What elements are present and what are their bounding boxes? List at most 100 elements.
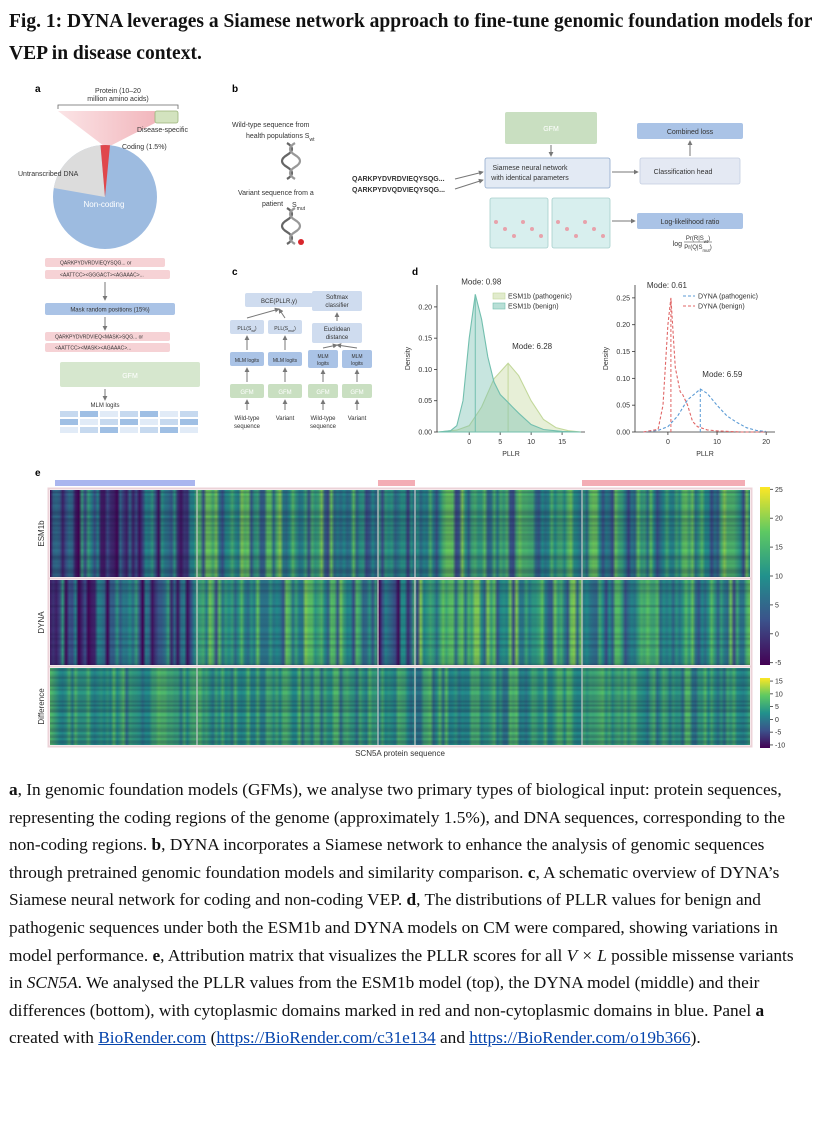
label: 0.10 bbox=[616, 376, 630, 383]
label: Smut bbox=[292, 202, 306, 212]
text-part: Non-coding bbox=[84, 200, 125, 209]
label: 0.05 bbox=[418, 398, 432, 405]
gfm-box bbox=[268, 384, 302, 398]
label: Pr(R|Swt) bbox=[686, 236, 710, 244]
text-part: 0.00 bbox=[616, 430, 630, 437]
head-box bbox=[639, 157, 741, 185]
density-curve bbox=[643, 297, 767, 433]
caption-text: ( bbox=[206, 1028, 217, 1048]
logit-cell bbox=[120, 419, 138, 425]
gfm-box bbox=[230, 384, 264, 398]
caption: a , In genomic foundation models (GFMs), … bbox=[9, 776, 809, 1052]
text-part: 0 bbox=[775, 717, 779, 724]
density-curve bbox=[643, 388, 767, 433]
label: 0 bbox=[666, 439, 670, 446]
text-part: log bbox=[673, 241, 682, 248]
text-part: Disease-specific bbox=[137, 127, 188, 134]
gfm-box bbox=[505, 112, 597, 144]
text-part: -10 bbox=[775, 742, 785, 749]
label: Softmax bbox=[326, 295, 348, 301]
text-part: mut bbox=[703, 248, 711, 253]
dna-icon bbox=[288, 207, 302, 245]
text-part: Variant bbox=[348, 416, 367, 422]
arrow bbox=[454, 170, 484, 180]
euclid-box bbox=[312, 323, 362, 343]
text-part: ) bbox=[710, 245, 712, 251]
arrow bbox=[322, 343, 338, 349]
colorbar bbox=[760, 487, 770, 665]
text-part: Untranscribed DNA bbox=[18, 171, 79, 178]
text-part: ) bbox=[708, 236, 710, 242]
label: with identical parameters bbox=[490, 175, 569, 182]
label: 0.05 bbox=[616, 403, 630, 410]
bracket bbox=[57, 104, 179, 109]
logit-cell bbox=[160, 411, 178, 417]
dot bbox=[521, 220, 525, 224]
text-part: Mode: 0.98 bbox=[461, 277, 502, 286]
text-part: Log-likelihood ratio bbox=[661, 219, 720, 226]
logit-box bbox=[342, 350, 372, 368]
text-part: Mode: 6.59 bbox=[702, 370, 743, 379]
heatmap-shade bbox=[50, 668, 750, 745]
label: 0.20 bbox=[616, 322, 630, 329]
caption-text: , Attribution matrix that visualizes the… bbox=[160, 945, 567, 965]
text-part: PLL(S bbox=[274, 326, 289, 332]
dot bbox=[583, 220, 587, 224]
label: Classification head bbox=[654, 169, 713, 176]
text-part: c bbox=[232, 267, 238, 278]
sequence-image bbox=[551, 197, 611, 249]
gfm-box bbox=[60, 362, 200, 387]
label: patient bbox=[262, 201, 283, 208]
caption-text: a bbox=[755, 1000, 765, 1020]
text-part: Density bbox=[603, 346, 610, 370]
text-part: 15 bbox=[775, 679, 783, 686]
heatmap-shade bbox=[50, 580, 750, 665]
text-part: d bbox=[412, 267, 418, 278]
domain-bar bbox=[55, 480, 195, 486]
caption-text: , DYNA incorporates a Siamese network to… bbox=[9, 835, 765, 882]
label: DYNA (benign) bbox=[698, 304, 745, 311]
text-part: e bbox=[35, 468, 41, 479]
text-part: MLM logits bbox=[90, 403, 119, 409]
gfm-box bbox=[342, 384, 372, 398]
link[interactable]: https://BioRender.com/o19b366 bbox=[469, 1028, 691, 1048]
text-part: Wild-type sequence from bbox=[232, 122, 310, 129]
logit-cell bbox=[140, 427, 158, 433]
label: Coding (1.5%) bbox=[122, 144, 167, 151]
label: Combined loss bbox=[667, 129, 714, 136]
label: ESM1b (pathogenic) bbox=[508, 294, 572, 301]
text-part: ) bbox=[255, 326, 257, 332]
caption-text: V × L bbox=[566, 945, 607, 965]
logit-cell bbox=[180, 419, 198, 425]
text-part: million amino acids) bbox=[87, 96, 148, 103]
text-part: Wild-type bbox=[310, 416, 336, 422]
label: c bbox=[232, 267, 238, 278]
text-part: 5 bbox=[775, 704, 779, 711]
text-part: <AATTCC><GGGACT><AGAAAC>... bbox=[60, 273, 144, 279]
text-part: GFM bbox=[350, 390, 363, 396]
text-part: logits bbox=[317, 361, 329, 367]
label: a bbox=[35, 84, 41, 95]
caption-text: , In genomic foundation models (GFMs), w… bbox=[9, 780, 785, 855]
caption-text: d bbox=[406, 890, 417, 910]
caption-text: ). bbox=[690, 1028, 701, 1048]
link[interactable]: BioRender.com bbox=[98, 1028, 207, 1048]
text-part: Pr(Q|S bbox=[684, 245, 702, 251]
seq-box bbox=[45, 270, 170, 279]
label: Untranscribed DNA bbox=[18, 171, 79, 178]
dot bbox=[601, 234, 605, 238]
label: Log-likelihood ratio bbox=[661, 219, 720, 226]
text-part: GFM bbox=[122, 373, 138, 380]
link[interactable]: https://BioRender.com/c31e134 bbox=[216, 1028, 436, 1048]
text-part: 0 bbox=[666, 439, 670, 446]
text-part: PLL(S bbox=[237, 326, 252, 332]
pie-coding bbox=[100, 144, 110, 197]
text-part: MLM logits bbox=[273, 358, 298, 364]
label: distance bbox=[326, 335, 349, 341]
text-part: ESM1b (benign) bbox=[508, 304, 559, 311]
text-part: DYNA bbox=[37, 611, 46, 634]
text-part: GFM bbox=[240, 390, 253, 396]
text-part: distance bbox=[326, 335, 349, 341]
mask-box bbox=[45, 303, 175, 315]
